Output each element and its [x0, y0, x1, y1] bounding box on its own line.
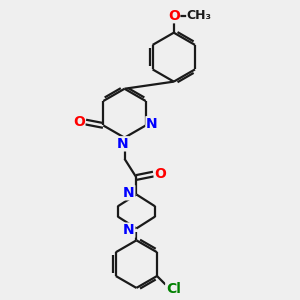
Text: N: N [123, 186, 135, 200]
Text: O: O [154, 167, 166, 181]
Text: CH₃: CH₃ [187, 9, 212, 22]
Text: O: O [73, 115, 85, 129]
Text: N: N [146, 117, 158, 131]
Text: Cl: Cl [166, 282, 181, 296]
Text: O: O [168, 9, 180, 23]
Text: N: N [123, 223, 135, 237]
Text: N: N [117, 137, 129, 151]
